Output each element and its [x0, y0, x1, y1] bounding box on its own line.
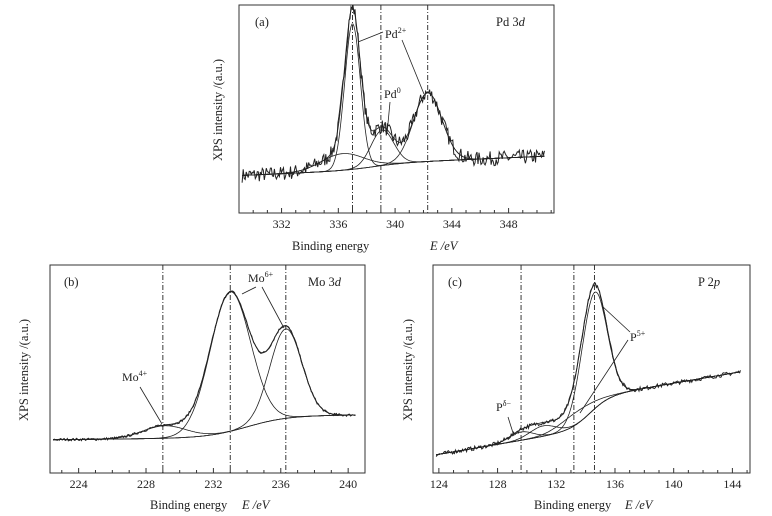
x-tick-label: 124	[430, 477, 448, 491]
background-line	[436, 371, 741, 456]
arrow-pd2-left	[357, 31, 384, 43]
x-tick-label: 336	[329, 217, 347, 231]
fit-envelope	[242, 7, 545, 176]
arrow-mo6-right	[261, 286, 285, 329]
x-tick-label: 140	[665, 477, 683, 491]
panel-label-c: (c)	[448, 275, 462, 289]
fit-component	[436, 371, 741, 456]
plot-frame	[432, 264, 751, 474]
fit-component	[436, 371, 741, 456]
xlabel-unit-a: E /eV	[429, 239, 459, 253]
annotation-mo4: Mo4+	[122, 369, 148, 384]
x-tick-label: 144	[723, 477, 741, 491]
x-tick-label: 232	[204, 477, 222, 491]
x-tick-label: 224	[70, 477, 88, 491]
ylabel-a: XPS intensity /(a.u.)	[211, 59, 225, 161]
arrow-mo4	[139, 386, 163, 425]
x-tick-label: 236	[272, 477, 290, 491]
panel-a: (a) Pd 3d Pd2+ Pd0 Binding energy E /eV …	[211, 4, 555, 253]
panel-c: (c) P 2p P5+ Pδ− Binding energy E /eV XP…	[401, 264, 751, 512]
title-c: P 2p	[698, 275, 720, 289]
arrow-pd0	[386, 101, 391, 135]
x-tick-label: 128	[489, 477, 507, 491]
fit-component	[436, 291, 741, 456]
arrow-pd2-right	[401, 39, 425, 95]
fit-component	[436, 371, 741, 456]
xlabel-unit-b: E /eV	[241, 498, 271, 512]
xlabel-c: Binding energy	[534, 498, 612, 512]
x-tick-label: 228	[137, 477, 155, 491]
x-tick-label: 132	[547, 477, 565, 491]
fit-component	[53, 291, 356, 441]
x-tick-label: 240	[339, 477, 357, 491]
annotation-pd0: Pd0	[384, 86, 401, 101]
panel-b: (b) Mo 3d Mo6+ Mo4+ Binding energy E /eV…	[17, 264, 366, 512]
x-tick-label: 348	[500, 217, 518, 231]
annotation-pd2: Pd2+	[385, 26, 407, 41]
x-tick-label: 344	[443, 217, 461, 231]
plot-frame	[49, 264, 366, 474]
raw-spectrum	[52, 290, 356, 442]
fit-envelope	[53, 291, 356, 441]
title-a: Pd 3d	[496, 15, 526, 29]
xlabel-unit-c: E /eV	[624, 498, 654, 512]
raw-spectrum	[435, 282, 741, 457]
ylabel-c: XPS intensity /(a.u.)	[401, 319, 415, 421]
annotation-mo6: Mo6+	[248, 270, 274, 285]
raw-spectrum	[241, 5, 545, 183]
annotation-p5: P5+	[630, 329, 646, 344]
arrow-p5-upper	[601, 305, 631, 333]
panel-label-a: (a)	[255, 15, 269, 29]
xlabel-a: Binding energy	[292, 239, 370, 253]
plot-frame	[238, 4, 555, 214]
x-tick-label: 340	[386, 217, 404, 231]
fit-component	[53, 328, 356, 441]
arrow-mo6-left	[241, 286, 257, 295]
x-tick-label: 136	[606, 477, 624, 491]
x-tick-label: 332	[273, 217, 291, 231]
title-b: Mo 3d	[308, 275, 342, 289]
arrow-p5-lower	[579, 339, 629, 414]
panel-label-b: (b)	[64, 275, 79, 289]
annotation-pdelta: Pδ−	[496, 399, 511, 414]
xlabel-b: Binding energy	[150, 498, 228, 512]
ylabel-b: XPS intensity /(a.u.)	[17, 319, 31, 421]
